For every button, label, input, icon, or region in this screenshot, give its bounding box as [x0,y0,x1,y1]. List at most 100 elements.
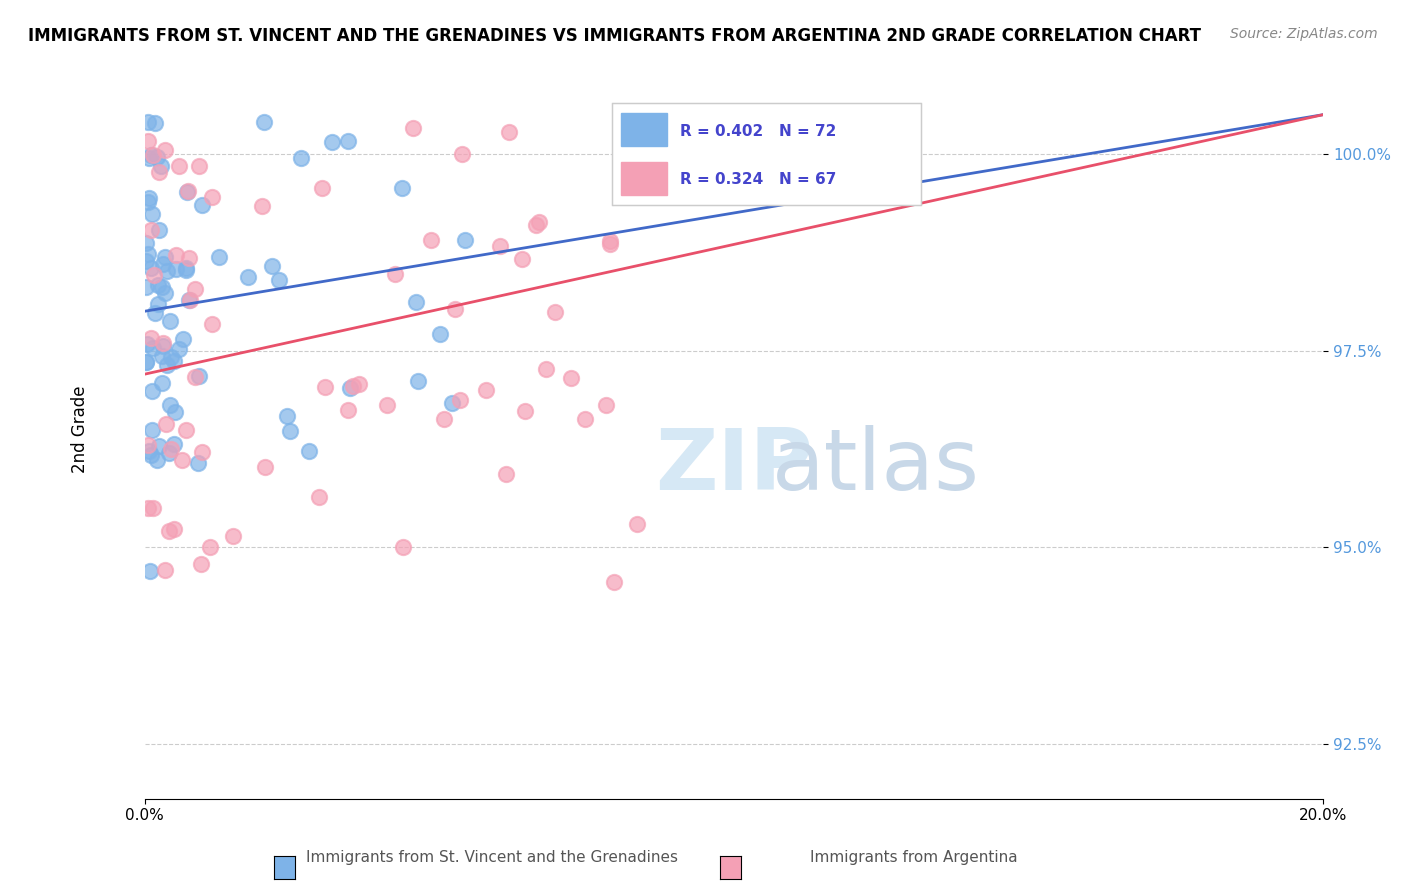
Point [375,398,398,412]
Point [159,314,181,328]
Bar [621,162,668,194]
Point [475,383,498,397]
Point [177,184,200,198]
Point [156,358,179,372]
Point [139,449,162,463]
Point [176,185,198,199]
Point [153,144,176,158]
Point [222,529,245,543]
Point [208,250,231,264]
Point [146,452,169,467]
Point [391,181,413,195]
Point [278,424,301,438]
Point [405,295,427,310]
Point [183,282,205,296]
Point [337,134,360,148]
Point [174,423,197,437]
Point [141,207,163,221]
Point [135,355,157,369]
Point [347,377,370,392]
Point [138,191,160,205]
Point [153,563,176,577]
Point [135,355,157,369]
Text: Source: ZipAtlas.com: Source: ZipAtlas.com [1230,27,1378,41]
Text: atlas: atlas [772,425,980,508]
Point [599,235,621,249]
Point [449,392,471,407]
Point [432,412,454,426]
Text: Immigrants from St. Vincent and the Grenadines: Immigrants from St. Vincent and the Gren… [307,850,678,865]
Point [201,317,224,331]
Point [276,409,298,424]
Point [260,259,283,273]
Point [613,109,636,123]
Point [155,250,177,264]
Point [311,181,333,195]
Point [138,564,160,578]
Point [136,134,159,148]
Point [146,297,169,311]
Point [184,369,207,384]
Point [321,135,343,149]
Point [342,379,364,393]
Point [339,381,361,395]
Point [136,247,159,261]
Point [174,262,197,277]
Point [135,236,157,251]
Point [136,438,159,452]
Point [146,277,169,292]
Point [135,254,157,268]
Point [392,540,415,554]
Point [314,380,336,394]
Point [152,339,174,353]
Point [177,293,200,308]
Point [200,540,222,554]
Point [160,442,183,456]
Point [384,267,406,281]
Point [187,456,209,470]
Point [595,398,617,412]
Point [163,522,186,536]
Point [172,332,194,346]
Point [510,252,533,266]
Point [143,116,166,130]
Point [153,286,176,301]
Point [337,403,360,417]
Point [150,159,173,173]
Point [444,302,467,317]
Point [527,214,550,228]
Point [626,516,648,531]
Point [138,151,160,165]
Point [142,341,165,355]
Point [429,326,451,341]
Point [179,293,201,307]
Point [142,148,165,162]
Point [136,337,159,351]
Y-axis label: 2nd Grade: 2nd Grade [72,385,89,473]
Point [155,417,177,431]
Point [454,233,477,247]
Point [603,574,626,589]
Point [143,268,166,283]
Point [201,190,224,204]
Point [141,384,163,398]
Point [238,269,260,284]
Point [150,376,173,390]
Point [163,405,186,419]
Point [253,115,276,129]
Point [152,257,174,271]
Point [172,453,194,467]
Point [160,350,183,364]
Text: Immigrants from Argentina: Immigrants from Argentina [810,850,1018,865]
Point [148,439,170,453]
Point [441,396,464,410]
Point [150,280,173,294]
Point [139,261,162,276]
Point [139,148,162,162]
Point [174,260,197,275]
Point [187,159,209,173]
Point [150,349,173,363]
Point [146,150,169,164]
Point [165,262,187,277]
Point [157,446,180,460]
